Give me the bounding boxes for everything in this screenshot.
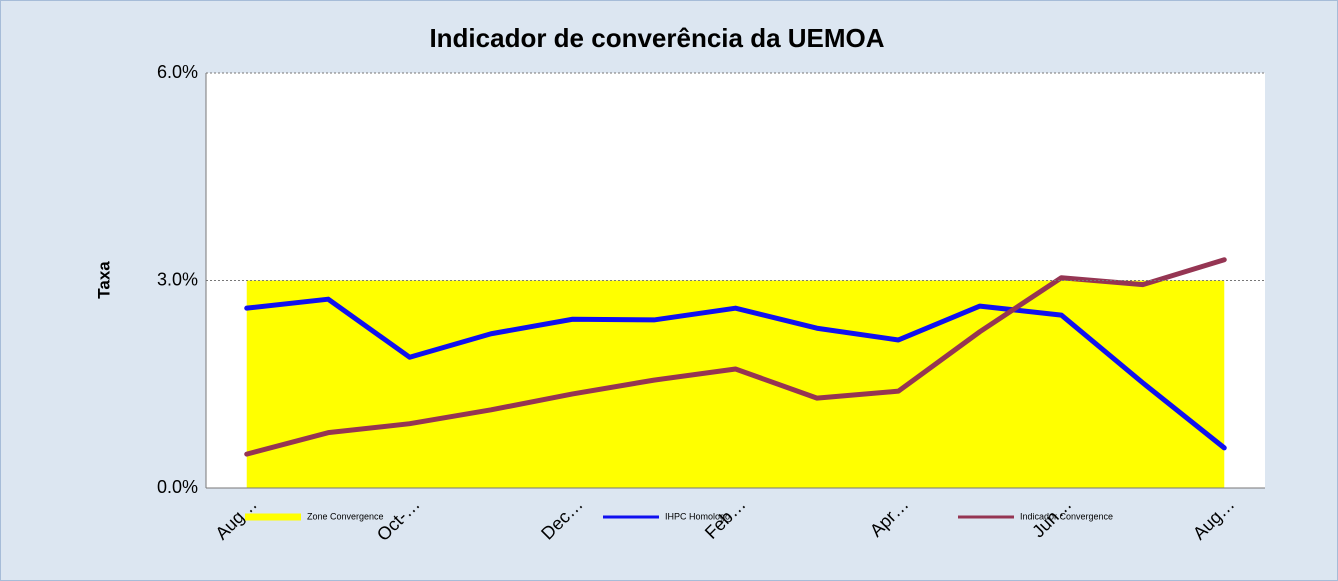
y-tick-label: 6.0%: [157, 62, 198, 82]
chart-title: Indicador de converência da UEMOA: [429, 23, 884, 53]
legend-label: IHPC Homologo: [665, 511, 730, 521]
legend-label: Zone Convergence: [307, 511, 384, 521]
legend-label: Indicador Convergence: [1020, 511, 1113, 521]
line: [244, 257, 1227, 457]
area: [246, 280, 1225, 488]
line: [244, 296, 1227, 451]
y-tick-label: 0.0%: [157, 477, 198, 497]
y-tick-label: 3.0%: [157, 269, 198, 289]
y-axis-label: Taxa: [94, 261, 113, 299]
